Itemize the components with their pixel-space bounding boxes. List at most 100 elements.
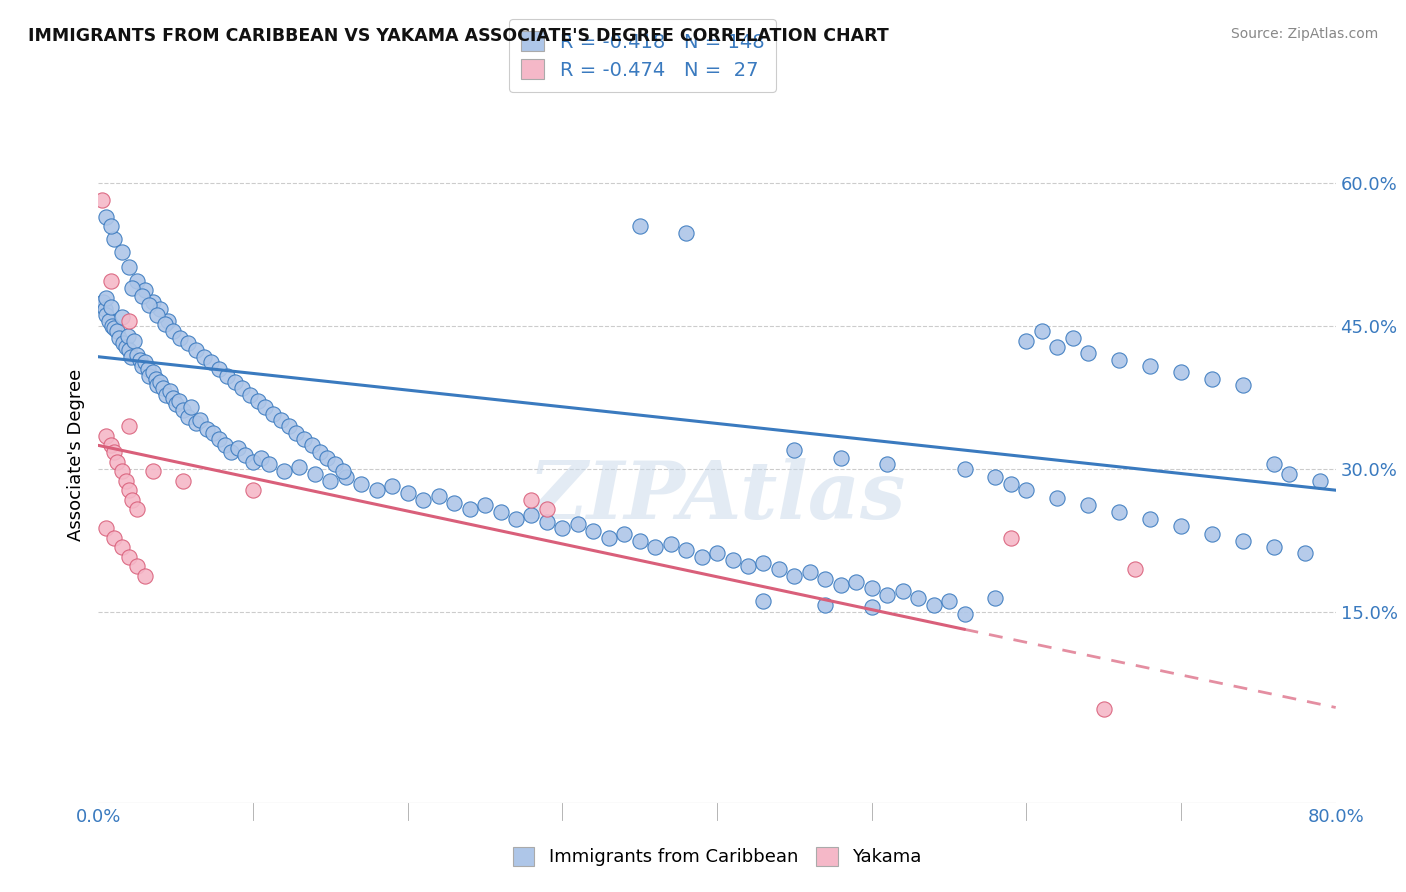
Point xyxy=(107,331,129,345)
Point xyxy=(323,458,346,472)
Point xyxy=(101,319,124,334)
Point xyxy=(1108,505,1130,519)
Point xyxy=(598,531,620,545)
Point xyxy=(474,499,496,513)
Point xyxy=(138,368,160,383)
Point xyxy=(100,438,122,452)
Point xyxy=(118,549,141,564)
Point xyxy=(118,419,141,434)
Point xyxy=(167,393,190,408)
Point xyxy=(121,281,143,295)
Point xyxy=(100,300,122,314)
Point xyxy=(1309,474,1331,488)
Point xyxy=(984,591,1007,605)
Point xyxy=(984,470,1007,484)
Point xyxy=(162,324,184,338)
Point xyxy=(316,450,339,465)
Point xyxy=(134,569,156,583)
Point xyxy=(1263,541,1285,555)
Point xyxy=(582,524,605,538)
Point xyxy=(105,324,128,338)
Point xyxy=(131,359,153,374)
Point xyxy=(127,559,149,574)
Point xyxy=(221,445,243,459)
Point xyxy=(1263,458,1285,472)
Point xyxy=(100,273,122,287)
Point xyxy=(381,479,404,493)
Point xyxy=(304,467,326,481)
Point xyxy=(675,543,697,558)
Point xyxy=(551,521,574,535)
Point xyxy=(142,464,165,478)
Point xyxy=(242,454,264,468)
Point xyxy=(860,600,883,615)
Point xyxy=(335,470,357,484)
Point xyxy=(115,474,138,488)
Point xyxy=(613,527,636,541)
Point xyxy=(270,412,292,426)
Point xyxy=(96,429,118,443)
Point xyxy=(953,462,976,476)
Point xyxy=(319,474,342,488)
Point xyxy=(121,492,143,507)
Point xyxy=(103,231,125,245)
Point xyxy=(1015,483,1038,498)
Point xyxy=(443,495,465,509)
Point xyxy=(536,515,558,529)
Point xyxy=(273,464,295,478)
Point xyxy=(122,334,145,348)
Point xyxy=(1062,331,1084,345)
Point xyxy=(412,492,434,507)
Point xyxy=(768,562,790,576)
Point xyxy=(799,565,821,579)
Point xyxy=(876,458,898,472)
Point xyxy=(350,476,373,491)
Point xyxy=(208,432,231,446)
Point xyxy=(1000,476,1022,491)
Point xyxy=(96,291,118,305)
Point xyxy=(366,483,388,498)
Point xyxy=(628,533,651,548)
Point xyxy=(131,289,153,303)
Point xyxy=(155,388,177,402)
Point xyxy=(127,502,149,516)
Point xyxy=(173,403,195,417)
Point xyxy=(783,443,806,458)
Point xyxy=(1170,365,1192,379)
Point xyxy=(96,308,118,322)
Point xyxy=(159,384,181,398)
Point xyxy=(127,348,149,362)
Point xyxy=(690,549,713,564)
Point xyxy=(112,336,135,351)
Point xyxy=(458,502,481,516)
Point xyxy=(235,448,257,462)
Point xyxy=(301,438,323,452)
Point xyxy=(1201,372,1223,386)
Point xyxy=(860,582,883,596)
Point xyxy=(659,536,682,550)
Point xyxy=(103,321,125,335)
Point xyxy=(201,425,224,440)
Point xyxy=(120,350,142,364)
Point xyxy=(520,508,543,522)
Point xyxy=(1139,512,1161,526)
Point xyxy=(226,442,249,456)
Text: ZIPAtlas: ZIPAtlas xyxy=(529,458,905,535)
Point xyxy=(721,553,744,567)
Point xyxy=(783,569,806,583)
Point xyxy=(1046,491,1069,505)
Point xyxy=(184,343,207,357)
Point xyxy=(814,598,837,612)
Point xyxy=(111,464,134,478)
Point xyxy=(752,556,775,570)
Point xyxy=(1170,519,1192,533)
Point xyxy=(103,445,125,459)
Point xyxy=(136,362,159,376)
Point xyxy=(1046,340,1069,354)
Point xyxy=(208,362,231,376)
Point xyxy=(180,401,202,415)
Point xyxy=(1031,324,1053,338)
Point xyxy=(1123,562,1146,576)
Point xyxy=(845,574,868,589)
Point xyxy=(142,365,165,379)
